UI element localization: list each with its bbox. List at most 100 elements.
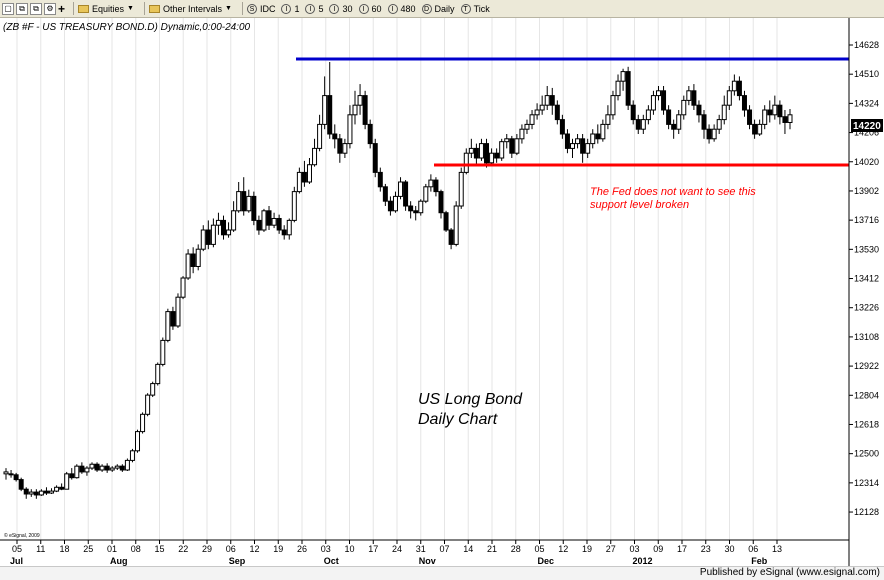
candle-body-up	[271, 217, 277, 226]
time-tick-label: 30	[724, 544, 734, 554]
candle-body-down	[23, 488, 29, 495]
candle-body-down	[33, 491, 39, 496]
candle-body-down	[484, 143, 490, 164]
candle-body-up	[458, 171, 464, 207]
time-tick-label: 29	[202, 544, 212, 554]
price-tick-label: 12314	[854, 478, 879, 488]
candle-body-up	[352, 104, 358, 116]
settings-icon[interactable]: ⚙	[44, 2, 56, 15]
price-tick-label: 13530	[854, 244, 879, 254]
time-tick-label: 03	[321, 544, 331, 554]
candle-body-down	[635, 119, 641, 130]
candle-body-up	[504, 138, 510, 143]
price-chart[interactable]: 14628 14510 14324 14206 14020 13902 13716 13530…	[0, 18, 884, 566]
candle-body-up	[590, 133, 596, 145]
candle-body-up	[534, 109, 540, 116]
candle-body-down	[79, 465, 85, 473]
candle-body-down	[332, 133, 338, 140]
candle-body-down	[438, 191, 444, 214]
candle-body-down	[630, 104, 636, 121]
candle-body-down	[564, 133, 570, 149]
price-tick-label: 12500	[854, 449, 879, 459]
time-month-label: Jul	[10, 556, 23, 566]
time-tick-label: 10	[344, 544, 354, 554]
copy-icon[interactable]: ⧉	[16, 2, 28, 15]
i-circle-icon: I	[281, 3, 292, 14]
new-window-icon[interactable]: ▢	[2, 2, 14, 15]
other-intervals-dropdown[interactable]: Other Intervals ▼	[148, 4, 232, 14]
candle-body-down	[559, 119, 565, 135]
candle-body-up	[140, 413, 146, 433]
annotation-title-line1: US Long Bond	[418, 391, 523, 408]
candle-body-down	[494, 152, 500, 159]
candle-body-up	[322, 95, 328, 125]
candle-body-up	[539, 104, 545, 111]
candle-body-up	[524, 123, 530, 130]
i-circle-icon: I	[387, 3, 398, 14]
time-tick-label: 14	[463, 544, 473, 554]
candle-body-up	[514, 138, 520, 154]
interval-tick-button[interactable]: T Tick	[460, 3, 490, 14]
candle-body-down	[691, 90, 697, 106]
price-tick-label: 14510	[854, 69, 879, 79]
interval-60-button[interactable]: I 60	[358, 3, 382, 14]
candle-body-down	[701, 114, 707, 130]
candle-body-down	[741, 95, 747, 111]
time-tick-label: 12	[249, 544, 259, 554]
candle-body-up	[261, 210, 267, 231]
candle-body-down	[443, 212, 449, 231]
interval-daily-button[interactable]: D Daily	[421, 3, 455, 14]
candle-body-up	[544, 95, 550, 106]
candle-body-up	[215, 219, 221, 226]
price-tick-label: 12128	[854, 507, 879, 517]
candle-body-up	[84, 467, 90, 473]
time-tick-label: 06	[226, 544, 236, 554]
time-tick-label: 17	[368, 544, 378, 554]
candle-body-down	[190, 253, 196, 267]
time-tick-label: 01	[107, 544, 117, 554]
interval-480-button[interactable]: I 480	[387, 3, 416, 14]
chevron-down-icon: ▼	[127, 5, 134, 12]
price-tick-label: 13902	[854, 186, 879, 196]
time-tick-label: 18	[59, 544, 69, 554]
candle-body-up	[620, 71, 626, 82]
interval-label: Daily	[434, 3, 455, 14]
candle-series	[3, 62, 793, 499]
candle-body-down	[747, 109, 753, 125]
candle-body-up	[231, 210, 237, 231]
candle-body-up	[499, 141, 505, 159]
candle-body-up	[236, 191, 242, 212]
candle-body-up	[570, 143, 576, 149]
candle-body-up	[175, 296, 181, 327]
watermark: © eSignal, 2009	[4, 532, 40, 539]
chart-title: (ZB #F - US TREASURY BOND.D) Dynamic,0:0…	[3, 22, 251, 33]
equities-label: Equities	[92, 3, 125, 14]
candle-body-up	[210, 224, 216, 245]
candle-body-down	[43, 490, 49, 494]
s-circle-icon: S	[246, 3, 257, 14]
time-tick-label: 21	[487, 544, 497, 554]
add-icon[interactable]: +	[58, 1, 66, 16]
candle-body-down	[256, 219, 262, 231]
clone-icon[interactable]: ⧉	[30, 2, 42, 15]
candle-body-up	[676, 114, 682, 130]
candle-body-up	[640, 119, 646, 130]
interval-30-button[interactable]: I 30	[329, 3, 353, 14]
footer: Published by eSignal (www.esignal.com)	[0, 566, 884, 580]
price-tick-label: 12618	[854, 419, 879, 429]
candle-body-down	[448, 229, 454, 245]
support-annotation-line2: support level broken	[590, 199, 689, 211]
time-tick-label: 19	[582, 544, 592, 554]
equities-dropdown[interactable]: Equities ▼	[78, 4, 134, 14]
interval-idc-button[interactable]: S IDC	[246, 3, 275, 14]
candle-body-up	[357, 95, 363, 106]
price-tick-label: 13716	[854, 215, 879, 225]
candle-body-down	[220, 219, 226, 236]
candle-body-up	[226, 229, 232, 236]
candle-body-down	[327, 95, 333, 135]
candle-body-down	[433, 179, 439, 193]
candle-body-up	[529, 114, 535, 125]
candle-body-down	[367, 123, 373, 145]
